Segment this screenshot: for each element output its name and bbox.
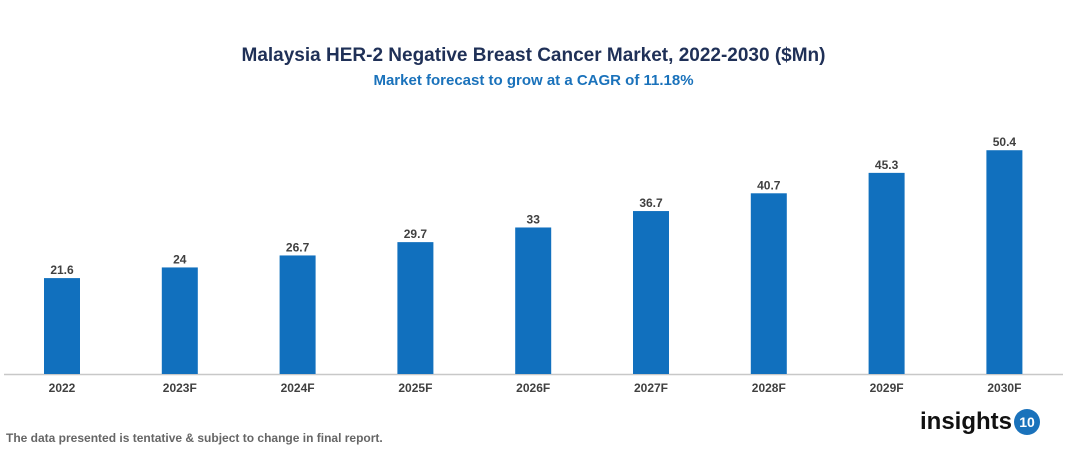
x-tick-label: 2026F [516, 381, 550, 395]
data-label: 50.4 [993, 135, 1017, 149]
footnote: The data presented is tentative & subjec… [6, 431, 383, 445]
x-tick-label: 2029F [870, 381, 904, 395]
logo-badge: 10 [1014, 409, 1041, 435]
bar-2027F [633, 211, 669, 374]
bar-2029F [868, 172, 905, 374]
x-tick-label: 2028F [752, 381, 786, 395]
x-tick-label: 2025F [398, 381, 432, 395]
x-tick-label: 2027F [634, 381, 668, 395]
data-label: 24 [173, 252, 187, 266]
bar-2022 [44, 278, 80, 374]
bar-2026F [515, 227, 552, 374]
x-tick-label: 2030F [987, 381, 1021, 395]
insights10-logo: insights 10 [920, 408, 1041, 436]
data-label: 40.7 [757, 178, 781, 192]
data-label: 36.7 [639, 196, 663, 210]
bar-2025F [397, 242, 434, 374]
data-label: 29.7 [404, 227, 428, 241]
bar-2023F [161, 267, 198, 374]
bar-2028F [750, 193, 787, 374]
x-tick-label: 2022 [49, 381, 76, 395]
chart-title: Malaysia HER-2 Negative Breast Cancer Ma… [241, 45, 826, 66]
bar-2024F [279, 255, 316, 374]
chart-subtitle: Market forecast to grow at a CAGR of 11.… [373, 72, 694, 89]
data-label: 45.3 [875, 158, 899, 172]
data-label: 21.6 [50, 263, 74, 277]
data-label: 26.7 [286, 240, 310, 254]
logo-text: insights [920, 408, 1013, 435]
bar-2030F [986, 150, 1023, 374]
x-tick-label: 2024F [281, 381, 315, 395]
x-tick-label: 2023F [163, 381, 197, 395]
data-label: 33 [527, 212, 541, 226]
